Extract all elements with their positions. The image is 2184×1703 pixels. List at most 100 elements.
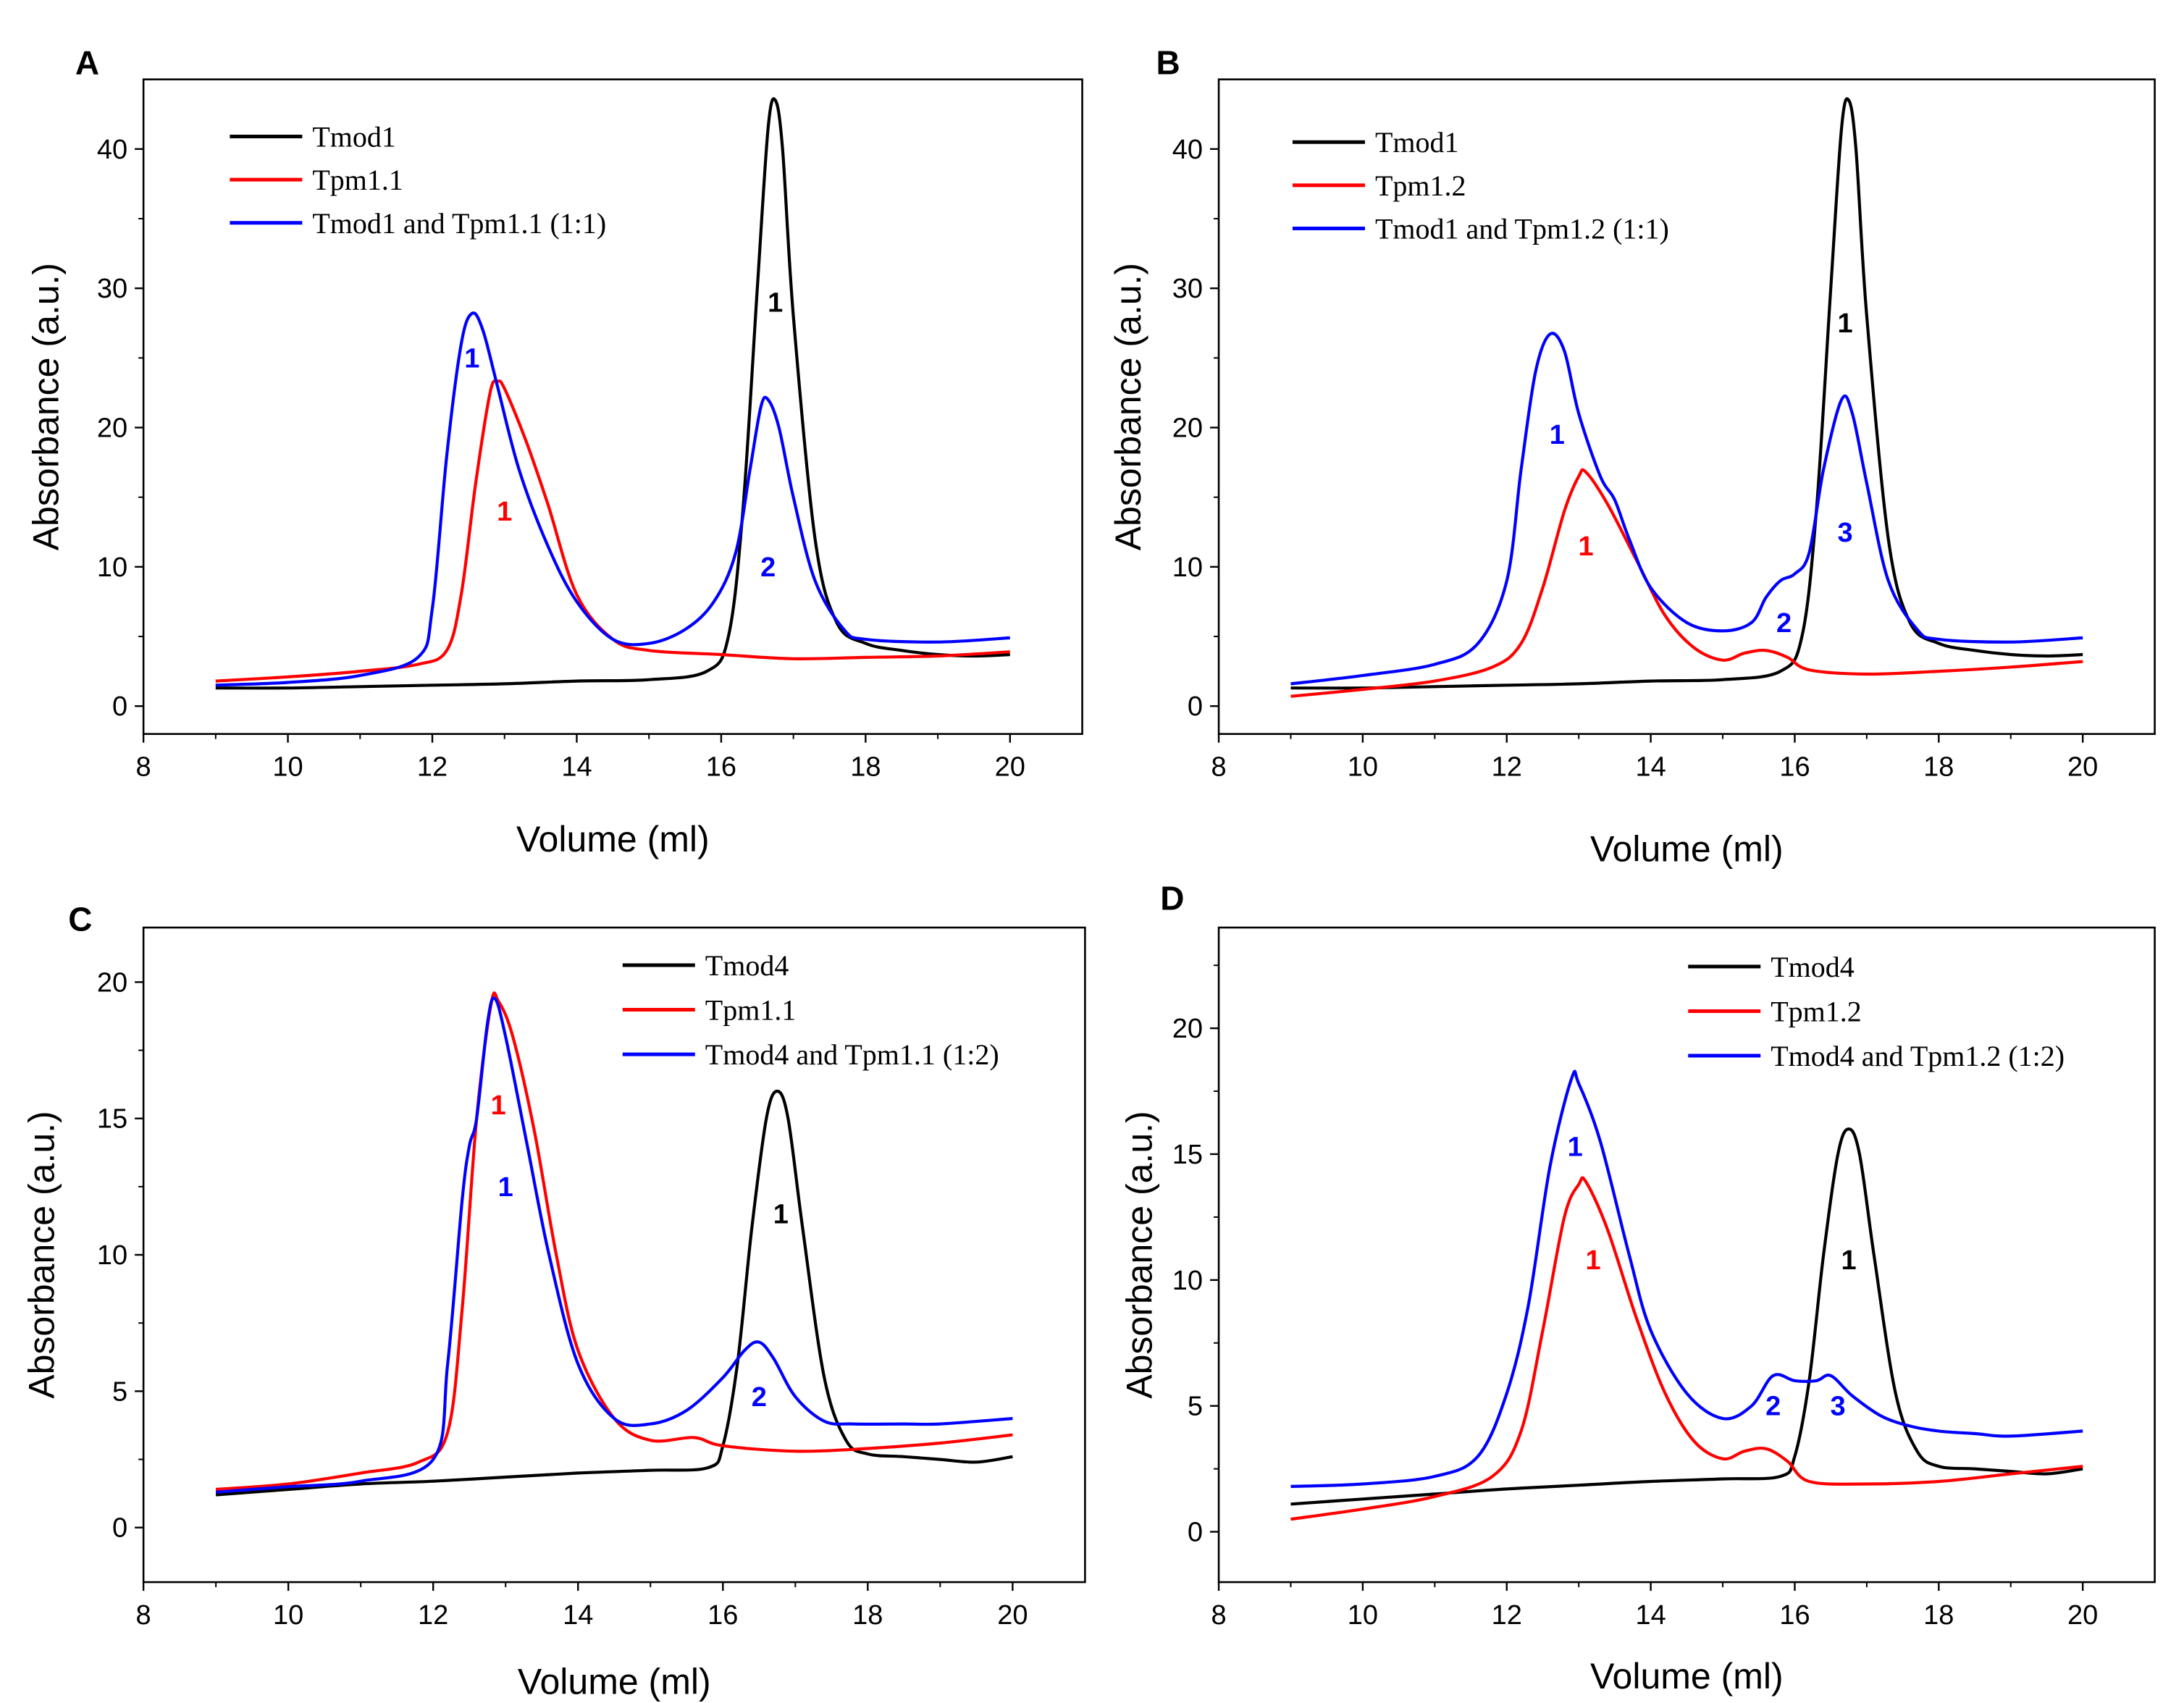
peak-label: 1 xyxy=(1550,420,1565,450)
series-line-tmod4 xyxy=(215,1089,1013,1497)
x-tick-label: 14 xyxy=(563,1600,593,1631)
y-tick-label: 15 xyxy=(1172,1140,1203,1170)
peak-label: 2 xyxy=(760,552,776,583)
y-axis-title: Absorbance (a.u.) xyxy=(25,263,66,550)
plot-frame xyxy=(1217,78,2156,735)
peak-label: 1 xyxy=(768,287,783,318)
legend-label: Tmod4 xyxy=(705,949,789,982)
peak-label: 1 xyxy=(498,1172,513,1203)
y-tick-label: 40 xyxy=(1172,135,1203,165)
legend-label: Tmod4 and Tpm1.2 (1:2) xyxy=(1771,1040,2065,1072)
x-tick-label: 20 xyxy=(2067,1600,2098,1631)
y-axis-title: Absorbance (a.u.) xyxy=(1108,263,1148,550)
y-tick-label: 15 xyxy=(97,1104,127,1135)
x-tick-label: 10 xyxy=(1348,1600,1378,1631)
y-tick-label: 20 xyxy=(97,967,127,998)
y-tick-label: 10 xyxy=(1172,1266,1203,1296)
legend-label: Tpm1.2 xyxy=(1771,995,1862,1027)
x-tick-label: 14 xyxy=(1635,752,1666,783)
panel-letter: C xyxy=(68,900,92,938)
y-tick-label: 20 xyxy=(1172,1014,1203,1044)
y-tick-label: 0 xyxy=(112,1513,127,1544)
legend-label: Tpm1.1 xyxy=(312,164,403,196)
peak-label: 3 xyxy=(1831,1392,1846,1422)
plot-frame xyxy=(142,78,1083,735)
legend-label: Tmod1 xyxy=(1375,126,1459,159)
peak-label: 1 xyxy=(1837,308,1852,339)
y-tick-label: 10 xyxy=(97,1240,127,1271)
peak-label: 1 xyxy=(1585,1245,1600,1276)
peak-label: 2 xyxy=(1776,608,1792,639)
legend-label: Tmod1 xyxy=(312,121,396,154)
peak-label: 1 xyxy=(464,343,479,374)
legend-label: Tmod4 and Tpm1.1 (1:2) xyxy=(705,1038,999,1071)
peak-label: 1 xyxy=(773,1200,789,1230)
x-tick-label: 8 xyxy=(1211,1600,1226,1631)
y-tick-label: 20 xyxy=(97,413,127,444)
x-tick-label: 12 xyxy=(1492,752,1522,783)
x-tick-label: 16 xyxy=(1779,1600,1810,1631)
peak-label: 3 xyxy=(1837,518,1852,548)
x-tick-label: 12 xyxy=(1492,1600,1522,1631)
series-line-tpm1-2 xyxy=(1290,468,2083,698)
panel-letter: A xyxy=(75,44,99,82)
plot-frame xyxy=(1217,926,2156,1584)
legend-label: Tmod1 and Tpm1.2 (1:1) xyxy=(1375,212,1669,245)
panel-letter: D xyxy=(1160,880,1184,917)
peak-label: 1 xyxy=(1841,1245,1856,1276)
peak-label: 2 xyxy=(1765,1392,1781,1422)
x-tick-label: 14 xyxy=(1635,1600,1666,1631)
x-tick-label: 20 xyxy=(997,1600,1028,1631)
peak-label: 1 xyxy=(1568,1132,1583,1163)
panel-letter: B xyxy=(1156,44,1180,82)
y-tick-label: 20 xyxy=(1172,413,1203,444)
peak-label: 2 xyxy=(752,1382,767,1413)
peak-label: 1 xyxy=(491,1090,506,1121)
y-tick-label: 5 xyxy=(1188,1392,1203,1422)
series-line-tmod1-and-tpm1-2-1-1- xyxy=(1290,332,2083,686)
legend-label: Tpm1.1 xyxy=(705,994,797,1027)
x-tick-label: 20 xyxy=(995,752,1025,783)
y-tick-label: 0 xyxy=(1188,691,1203,722)
x-tick-label: 20 xyxy=(2067,752,2098,783)
y-tick-label: 10 xyxy=(97,552,127,583)
x-tick-label: 12 xyxy=(417,752,448,783)
peak-label: 1 xyxy=(1579,531,1594,562)
x-tick-label: 8 xyxy=(136,1600,151,1631)
x-tick-label: 12 xyxy=(418,1600,448,1631)
x-tick-label: 10 xyxy=(1348,752,1378,783)
x-tick-label: 16 xyxy=(707,1600,738,1631)
x-axis-title: Volume (ml) xyxy=(1590,828,1784,869)
series-line-tmod4-and-tpm1-1-1-2- xyxy=(215,996,1013,1494)
x-tick-label: 18 xyxy=(1923,752,1954,783)
legend-label: Tpm1.2 xyxy=(1375,169,1466,202)
x-axis-title: Volume (ml) xyxy=(1590,1656,1784,1696)
series-line-tmod4 xyxy=(1290,1127,2083,1506)
series-line-tpm1-2 xyxy=(1290,1176,2083,1521)
x-tick-label: 16 xyxy=(706,752,736,783)
y-tick-label: 0 xyxy=(112,691,127,722)
y-tick-label: 30 xyxy=(1172,274,1203,304)
y-tick-label: 40 xyxy=(97,135,127,165)
y-axis-title: Absorbance (a.u.) xyxy=(22,1111,62,1398)
y-tick-label: 30 xyxy=(97,274,127,304)
x-tick-label: 18 xyxy=(852,1600,883,1631)
x-tick-label: 14 xyxy=(561,752,592,783)
y-tick-label: 5 xyxy=(112,1376,127,1407)
series-line-tmod1-and-tpm1-1-1-1- xyxy=(215,311,1010,687)
x-tick-label: 8 xyxy=(136,752,151,783)
x-tick-label: 8 xyxy=(1211,752,1226,783)
y-axis-title: Absorbance (a.u.) xyxy=(1119,1111,1159,1398)
x-axis-title: Volume (ml) xyxy=(518,1662,711,1702)
y-tick-label: 0 xyxy=(1188,1518,1203,1548)
series-line-tpm1-1 xyxy=(215,379,1010,683)
x-tick-label: 16 xyxy=(1779,752,1810,783)
x-tick-label: 18 xyxy=(1923,1600,1954,1631)
x-tick-label: 10 xyxy=(272,752,303,783)
y-tick-label: 10 xyxy=(1172,552,1203,583)
